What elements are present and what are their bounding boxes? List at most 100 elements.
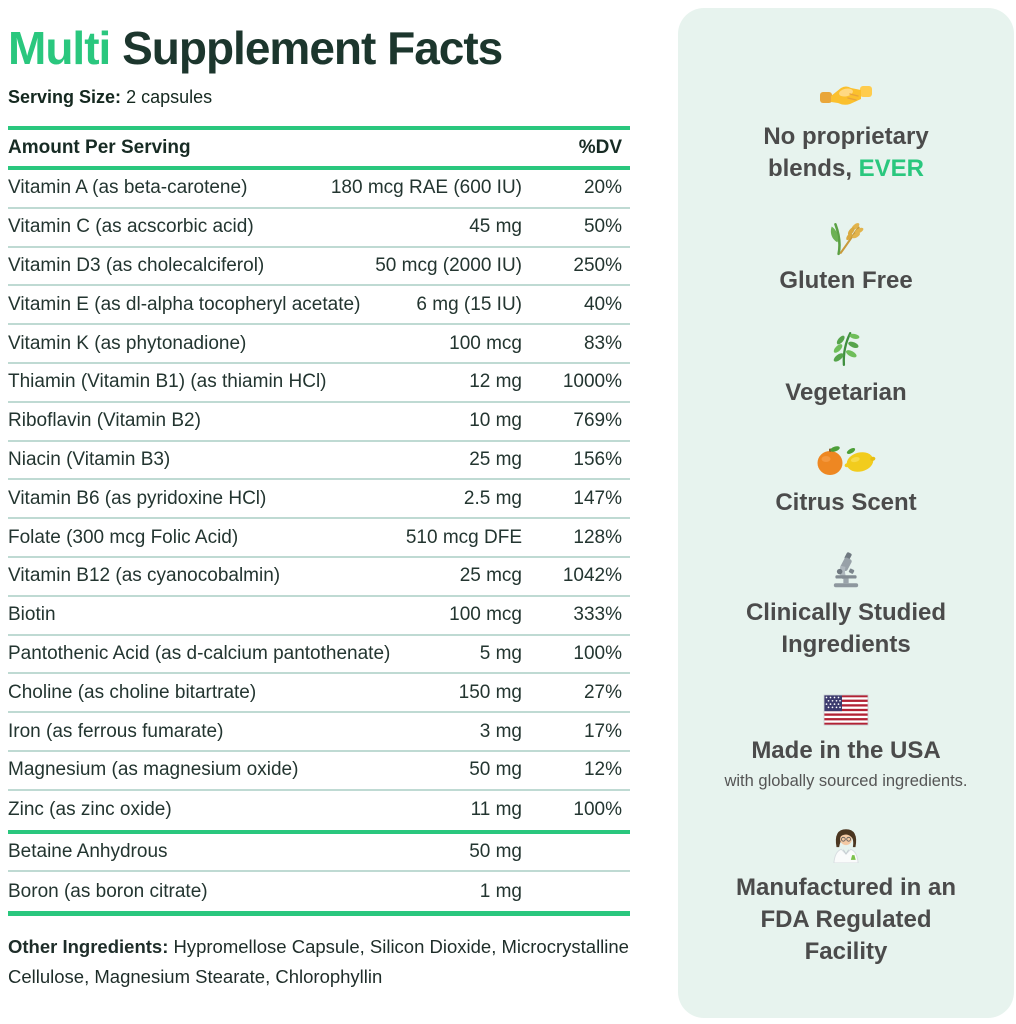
ingredient-dv: 40%: [583, 293, 622, 315]
benefits-panel: No proprietary blends, EVER Gluten Free: [678, 8, 1014, 1018]
table-row: Betaine Anhydrous 50 mg: [8, 834, 630, 873]
ingredient-name: Zinc (as zinc oxide): [8, 799, 172, 821]
ingredient-name: Vitamin B6 (as pyridoxine HCl): [8, 487, 267, 509]
ingredient-name: Magnesium (as magnesium oxide): [8, 759, 299, 781]
table-row: Pantothenic Acid (as d-calcium pantothen…: [8, 636, 630, 675]
badge-label: No proprietary blends, EVER: [726, 121, 966, 185]
ingredient-name: Vitamin A (as beta-carotene): [8, 177, 248, 199]
serving-size: Serving Size: 2 capsules: [8, 86, 630, 108]
ingredient-dv: 100%: [573, 799, 622, 821]
table-row: Biotin 100 mcg 333%: [8, 597, 630, 636]
ingredient-name: Folate (300 mcg Folic Acid): [8, 526, 239, 548]
badge-label: Clinically Studied Ingredients: [745, 599, 947, 658]
ingredient-amount: 510 mcg DFE: [405, 526, 522, 548]
ingredient-amount: 100 mcg: [449, 604, 522, 626]
badge-highlight: EVER: [858, 155, 925, 182]
badge-label: Gluten Free: [779, 267, 913, 294]
other-ingredients-label: Other Ingredients:: [8, 936, 169, 958]
badge-subtext: with globally sourced ingredients.: [724, 772, 968, 790]
badge-label: Manufactured in an FDA Regulated Facilit…: [735, 874, 957, 965]
scientist-icon: [828, 825, 864, 864]
ingredient-amount: 10 mg: [469, 410, 522, 432]
ingredient-amount: 50 mg: [469, 840, 522, 862]
microscope-icon: [828, 552, 864, 588]
badge-made-in-usa: Made in the USA with globally sourced in…: [724, 694, 968, 792]
badge-label: Vegetarian: [785, 379, 907, 406]
ingredient-amount: 25 mg: [469, 448, 522, 470]
ingredient-name: Thiamin (Vitamin B1) (as thiamin HCl): [8, 371, 327, 393]
ingredient-dv: 50%: [583, 216, 622, 238]
ingredient-name: Boron (as boron citrate): [8, 880, 208, 902]
badge-gluten-free: Gluten Free: [779, 218, 913, 297]
table-row: Riboflavin (Vitamin B2) 10 mg 769%: [8, 403, 630, 442]
table-row: Vitamin E (as dl-alpha tocopheryl acetat…: [8, 286, 630, 326]
ingredient-amount: 11 mg: [470, 799, 522, 821]
divider-header: [8, 166, 630, 170]
ingredient-name: Riboflavin (Vitamin B2): [8, 410, 201, 432]
badge-clinically-studied: Clinically Studied Ingredients: [726, 552, 966, 661]
supplement-facts-panel: Multi Supplement Facts Serving Size: 2 c…: [8, 0, 630, 992]
ingredient-amount: 25 mcg: [459, 565, 522, 587]
badge-label: Citrus Scent: [775, 489, 917, 516]
ingredient-amount: 180 mcg RAE (600 IU): [330, 177, 522, 199]
page-title: Multi Supplement Facts: [8, 22, 630, 74]
column-header-amount: Amount Per Serving: [8, 137, 191, 158]
ingredient-dv: 83%: [583, 332, 622, 354]
table-row: Vitamin A (as beta-carotene) 180 mcg RAE…: [8, 170, 630, 209]
ingredient-name: Vitamin D3 (as cholecalciferol): [8, 254, 265, 276]
badge-label: Made in the USA: [751, 737, 941, 764]
ingredient-name: Biotin: [8, 604, 56, 626]
ingredient-name: Vitamin K (as phytonadione): [8, 332, 247, 354]
ingredient-dv: 17%: [583, 720, 622, 742]
divider-section: [8, 829, 630, 834]
ingredient-amount: 1 mg: [479, 880, 522, 902]
ingredient-name: Iron (as ferrous fumarate): [8, 720, 224, 742]
table-row: Choline (as choline bitartrate) 150 mg 2…: [8, 674, 630, 714]
ingredient-dv: 156%: [573, 448, 622, 470]
ingredient-amount: 45 mg: [469, 216, 522, 238]
us-flag-icon: [823, 694, 869, 726]
citrus-fruits-icon: [815, 442, 877, 478]
other-ingredients: Other Ingredients: Hypromellose Capsule,…: [8, 932, 630, 992]
badge-no-proprietary-blends: No proprietary blends, EVER: [726, 76, 966, 185]
ingredient-amount: 5 mg: [479, 642, 522, 664]
ingredient-amount: 12 mg: [469, 371, 522, 393]
table-row: Vitamin K (as phytonadione) 100 mcg 83%: [8, 325, 630, 364]
ingredient-name: Vitamin E (as dl-alpha tocopheryl acetat…: [8, 293, 361, 315]
ingredient-name: Vitamin C (as acscorbic acid): [8, 216, 254, 238]
other-ingredients-text: Hypromellose Capsule, Silicon Dioxide, M…: [8, 936, 629, 988]
ingredient-amount: 6 mg (15 IU): [416, 293, 522, 315]
divider-top: [8, 126, 630, 130]
ingredient-dv: 1000%: [562, 371, 622, 393]
title-rest: Supplement Facts: [122, 22, 503, 74]
ingredient-dv: 20%: [583, 177, 622, 199]
table-row: Zinc (as zinc oxide) 11 mg 100%: [8, 791, 630, 830]
badge-fda-facility: Manufactured in an FDA Regulated Facilit…: [726, 825, 966, 968]
ingredient-amount: 50 mg: [469, 759, 522, 781]
table-row: Iron (as ferrous fumarate) 3 mg 17%: [8, 713, 630, 752]
ingredient-dv: 100%: [573, 642, 622, 664]
table-row: Niacin (Vitamin B3) 25 mg 156%: [8, 442, 630, 481]
ingredient-amount: 50 mcg (2000 IU): [375, 254, 522, 276]
ingredient-name: Choline (as choline bitartrate): [8, 681, 257, 703]
table-row: Thiamin (Vitamin B1) (as thiamin HCl) 12…: [8, 364, 630, 403]
table-row: Vitamin B12 (as cyanocobalmin) 25 mcg 10…: [8, 558, 630, 597]
herb-icon: [827, 330, 865, 368]
extra-rows: Betaine Anhydrous 50 mg Boron (as boron …: [8, 834, 630, 912]
ingredient-dv: 1042%: [562, 565, 622, 587]
ingredient-dv: 12%: [583, 759, 622, 781]
table-header: Amount Per Serving %DV: [8, 130, 630, 166]
ingredient-name: Vitamin B12 (as cyanocobalmin): [8, 565, 281, 587]
badge-text: No proprietary blends,: [763, 123, 929, 182]
handshake-icon: [820, 76, 872, 112]
main-rows: Vitamin A (as beta-carotene) 180 mcg RAE…: [8, 170, 630, 830]
ingredient-name: Pantothenic Acid (as d-calcium pantothen…: [8, 642, 391, 664]
ingredient-dv: 147%: [573, 487, 622, 509]
ingredient-name: Betaine Anhydrous: [8, 840, 168, 862]
ingredient-amount: 2.5 mg: [463, 487, 522, 509]
badge-citrus-scent: Citrus Scent: [775, 442, 917, 519]
ingredient-dv: 27%: [583, 681, 622, 703]
ingredient-dv: 769%: [573, 410, 622, 432]
table-row: Boron (as boron citrate) 1 mg: [8, 872, 630, 911]
